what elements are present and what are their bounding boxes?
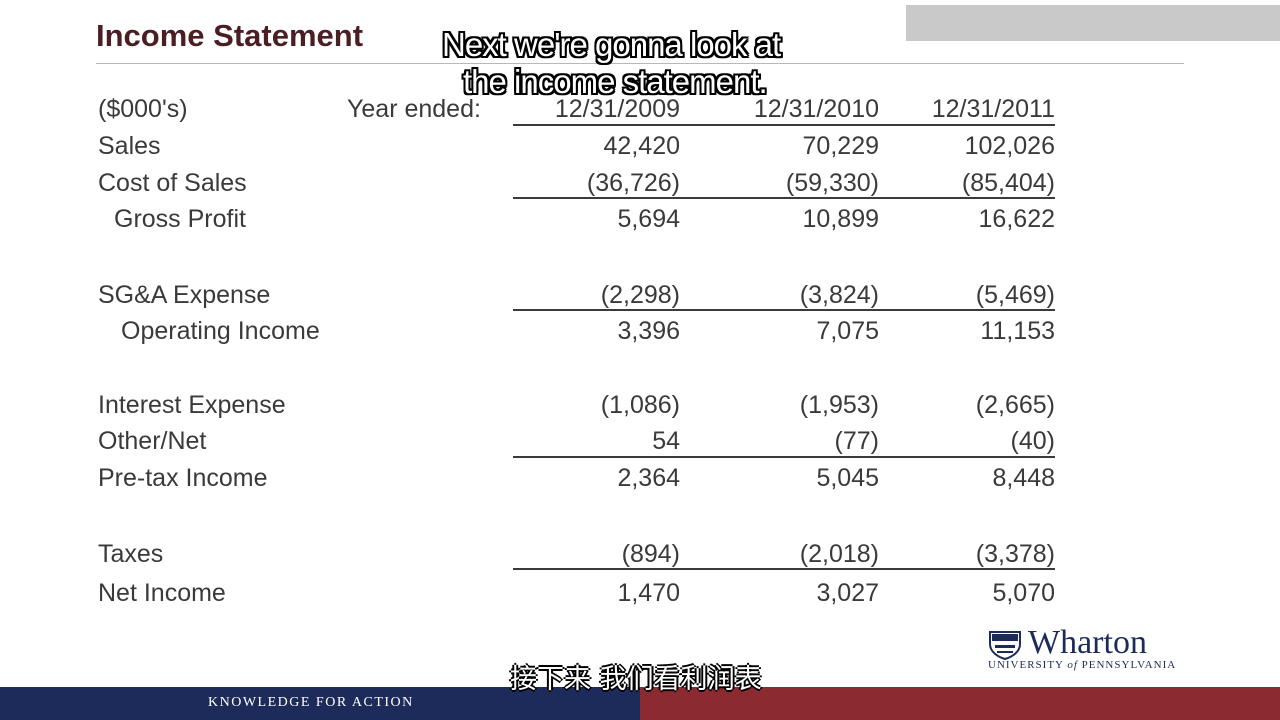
wharton-logo: Wharton UNIVERSITY of PENNSYLVANIA (988, 624, 1193, 672)
value-taxes-2011: (3,378) (975, 540, 1055, 568)
value-operating-income-2009: 3,396 (617, 317, 680, 345)
footer-tagline: KNOWLEDGE FOR ACTION (208, 695, 414, 710)
value-gross-profit-2011: 16,622 (978, 205, 1055, 233)
year-header-2010: 12/31/2010 (753, 95, 879, 123)
logo-sub-suffix: PENNSYLVANIA (1077, 659, 1177, 671)
value-other-net-2011: (40) (1010, 427, 1055, 455)
value-pretax-2009: 2,364 (617, 464, 680, 492)
other-net-underline (513, 456, 1055, 458)
logo-sub-of: of (1067, 659, 1078, 671)
row-label-pretax-income: Pre-tax Income (98, 464, 268, 492)
sga-underline (513, 309, 1055, 311)
value-taxes-2009: (894) (621, 540, 680, 568)
row-label-operating-income: Operating Income (121, 317, 320, 345)
value-interest-2010: (1,953) (799, 391, 879, 419)
value-net-income-2009: 1,470 (617, 579, 680, 607)
value-cost-of-sales-2011: (85,404) (961, 169, 1055, 197)
value-sales-2009: 42,420 (603, 132, 680, 160)
row-label-interest-expense: Interest Expense (98, 391, 286, 419)
value-net-income-2010: 3,027 (816, 579, 879, 607)
year-header-2009: 12/31/2009 (554, 95, 680, 123)
value-sales-2010: 70,229 (802, 132, 879, 160)
units-label: ($000's) (98, 95, 188, 123)
corner-placeholder-box (906, 5, 1280, 41)
caption-line-1: Next we're gonna look at (442, 26, 781, 63)
year-ended-label: Year ended: (347, 95, 481, 123)
row-label-cost-of-sales: Cost of Sales (98, 169, 247, 197)
row-label-net-income: Net Income (98, 579, 226, 607)
caption-chinese: 接下来 我们看利润表 (510, 664, 762, 695)
logo-sub-prefix: UNIVERSITY (988, 659, 1068, 671)
caption-line-2: the income statement. (463, 63, 768, 100)
value-interest-2009: (1,086) (600, 391, 680, 419)
value-operating-income-2011: 11,153 (980, 317, 1055, 345)
taxes-underline (513, 568, 1055, 570)
row-label-other-net: Other/Net (98, 427, 207, 455)
value-sales-2011: 102,026 (964, 132, 1055, 160)
value-sga-2010: (3,824) (799, 281, 879, 309)
title-divider (96, 63, 1184, 64)
value-cost-of-sales-2009: (36,726) (586, 169, 680, 197)
value-interest-2011: (2,665) (975, 391, 1055, 419)
row-label-sga-expense: SG&A Expense (98, 281, 271, 309)
value-taxes-2010: (2,018) (799, 540, 879, 568)
cost-of-sales-underline (513, 197, 1055, 199)
value-pretax-2011: 8,448 (992, 464, 1055, 492)
row-label-gross-profit: Gross Profit (114, 205, 246, 233)
value-sga-2011: (5,469) (975, 281, 1055, 309)
value-operating-income-2010: 7,075 (816, 317, 879, 345)
row-label-sales: Sales (98, 132, 161, 160)
logo-subtitle: UNIVERSITY of PENNSYLVANIA (988, 659, 1176, 671)
value-net-income-2011: 5,070 (992, 579, 1055, 607)
shield-icon (989, 631, 1021, 660)
row-label-taxes: Taxes (98, 540, 164, 568)
value-cost-of-sales-2010: (59,330) (785, 169, 879, 197)
value-other-net-2009: 54 (652, 427, 680, 455)
value-gross-profit-2009: 5,694 (617, 205, 680, 233)
year-header-2011: 12/31/2011 (931, 95, 1055, 123)
footer-blue-band (0, 687, 640, 720)
slide-title: Income Statement (96, 18, 364, 53)
value-pretax-2010: 5,045 (816, 464, 879, 492)
value-other-net-2010: (77) (834, 427, 879, 455)
logo-wordmark: Wharton (1028, 624, 1147, 661)
header-underline (513, 124, 1055, 126)
value-sga-2009: (2,298) (600, 281, 680, 309)
value-gross-profit-2010: 10,899 (802, 205, 879, 233)
